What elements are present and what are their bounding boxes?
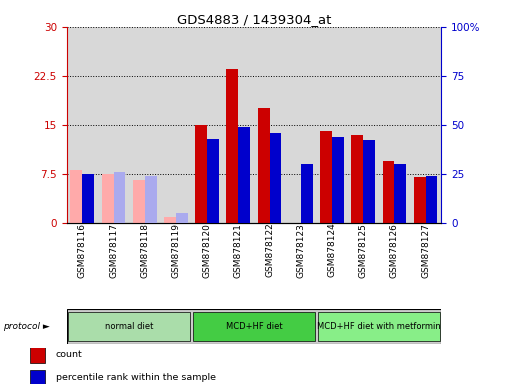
Bar: [285, 27, 317, 223]
Text: normal diet: normal diet: [105, 322, 153, 331]
Text: MCD+HF diet: MCD+HF diet: [226, 322, 282, 331]
Bar: [318, 312, 440, 341]
Bar: [258, 109, 269, 223]
Bar: [332, 137, 344, 223]
Bar: [320, 131, 332, 223]
Bar: [394, 164, 406, 223]
Bar: [426, 176, 438, 223]
Bar: [68, 312, 190, 341]
Bar: [67, 27, 98, 223]
Title: GDS4883 / 1439304_at: GDS4883 / 1439304_at: [177, 13, 331, 26]
Text: GSM878125: GSM878125: [359, 223, 368, 278]
Text: GSM878118: GSM878118: [140, 223, 149, 278]
Bar: [317, 27, 348, 223]
Bar: [239, 127, 250, 223]
Bar: [191, 27, 223, 223]
Text: count: count: [55, 350, 83, 359]
Bar: [226, 70, 239, 223]
Text: GSM878126: GSM878126: [390, 223, 399, 278]
Text: GSM878122: GSM878122: [265, 223, 274, 278]
Bar: [70, 170, 82, 223]
Bar: [351, 135, 363, 223]
Bar: [113, 172, 125, 223]
Bar: [269, 132, 282, 223]
Text: protocol ►: protocol ►: [3, 322, 49, 331]
Bar: [223, 27, 254, 223]
Text: MCD+HF diet with metformin: MCD+HF diet with metformin: [317, 322, 441, 331]
Bar: [30, 369, 45, 384]
Bar: [82, 174, 94, 223]
Text: GSM878127: GSM878127: [421, 223, 430, 278]
Bar: [145, 176, 156, 223]
Bar: [102, 174, 113, 223]
Bar: [98, 27, 129, 223]
Bar: [207, 139, 219, 223]
Bar: [301, 164, 312, 223]
Bar: [133, 180, 145, 223]
Bar: [195, 125, 207, 223]
Bar: [193, 312, 315, 341]
Text: GSM878123: GSM878123: [296, 223, 305, 278]
Text: GSM878120: GSM878120: [203, 223, 212, 278]
Bar: [254, 27, 285, 223]
Bar: [176, 213, 188, 223]
Text: GSM878117: GSM878117: [109, 223, 118, 278]
Text: percentile rank within the sample: percentile rank within the sample: [55, 373, 215, 382]
Bar: [160, 27, 191, 223]
Bar: [348, 27, 379, 223]
Bar: [379, 27, 410, 223]
Text: GSM878116: GSM878116: [78, 223, 87, 278]
Bar: [129, 27, 160, 223]
Text: GSM878121: GSM878121: [234, 223, 243, 278]
Bar: [363, 141, 375, 223]
Bar: [413, 177, 426, 223]
Bar: [383, 161, 394, 223]
Text: GSM878119: GSM878119: [171, 223, 181, 278]
Bar: [30, 346, 45, 363]
Bar: [164, 217, 176, 223]
Bar: [410, 27, 441, 223]
Text: GSM878124: GSM878124: [327, 223, 337, 278]
